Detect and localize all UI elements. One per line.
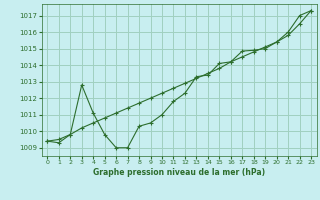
X-axis label: Graphe pression niveau de la mer (hPa): Graphe pression niveau de la mer (hPa) (93, 168, 265, 177)
